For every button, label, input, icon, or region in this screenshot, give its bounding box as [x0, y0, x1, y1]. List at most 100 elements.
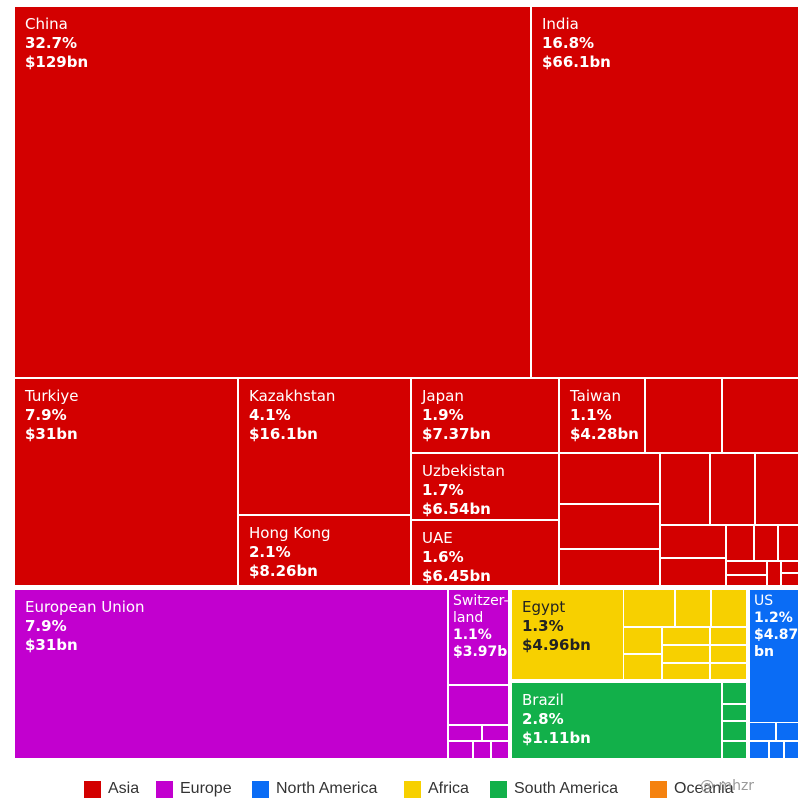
tile-name: Hong Kong — [249, 524, 331, 542]
tile-small-asia-1 — [722, 378, 799, 453]
tile-value: $4.87 bn — [754, 627, 799, 660]
tile-label: Uzbekistan 1.7% $6.54bn — [422, 462, 505, 519]
tile-small-africa-31 — [710, 645, 747, 663]
legend-swatch — [650, 780, 667, 798]
tile-taiwan: Taiwan 1.1% $4.28bn — [559, 378, 645, 453]
tile-small-asia-3 — [660, 453, 710, 525]
tile-small-asia-5 — [755, 453, 799, 525]
tile-small-africa-34 — [710, 663, 747, 680]
tile-small-asia-4 — [710, 453, 755, 525]
tile-small-africa-25 — [675, 589, 711, 627]
legend-label: Asia — [108, 780, 140, 797]
tile-share: 7.9% — [25, 617, 67, 635]
tile-label: US 1.2% $4.87 bn — [754, 593, 798, 661]
tile-name: European Union — [25, 598, 145, 616]
tile-name: Switzer-land — [453, 593, 509, 626]
tile-small-europe-22 — [473, 741, 491, 759]
legend-item-europe: Europe — [156, 779, 232, 799]
legend-item-south-america: South America — [490, 779, 618, 799]
tile-name: Brazil — [522, 691, 564, 709]
tile-name: Uzbekistan — [422, 462, 505, 480]
legend-swatch — [84, 780, 101, 798]
tile-small-south-america-36 — [722, 704, 747, 721]
tile-label: Turkiye 7.9% $31bn — [25, 387, 79, 444]
tile-small-africa-24 — [623, 589, 675, 627]
tile-share: 7.9% — [25, 406, 67, 424]
tile-name: India — [542, 15, 579, 33]
tile-label: Egypt 1.3% $4.96bn — [522, 598, 591, 655]
tile-japan: Japan 1.9% $7.37bn — [411, 378, 559, 453]
tile-small-north-america-39 — [749, 722, 776, 741]
tile-label: Hong Kong 2.1% $8.26bn — [249, 524, 331, 581]
tile-value: $6.45bn — [422, 567, 491, 585]
tile-label: Japan 1.9% $7.37bn — [422, 387, 491, 444]
tile-value: $4.28bn — [570, 425, 639, 443]
tile-name: Turkiye — [25, 387, 79, 405]
tile-small-asia-8 — [660, 525, 726, 558]
tile-small-africa-28 — [662, 627, 710, 645]
tile-share: 1.1% — [453, 627, 492, 643]
legend: Asia Europe North America Africa South Ameri… — [0, 776, 811, 802]
tile-small-asia-11 — [754, 525, 778, 561]
legend-swatch — [490, 780, 507, 798]
tile-small-asia-12 — [778, 525, 799, 561]
tile-value: $31bn — [25, 636, 78, 654]
tile-european-union: European Union 7.9% $31bn — [14, 589, 448, 759]
tile-small-asia-7 — [559, 549, 660, 586]
tile-label: European Union 7.9% $31bn — [25, 598, 145, 655]
tile-value: $7.37bn — [422, 425, 491, 443]
tile-small-europe-18 — [448, 685, 509, 725]
tile-small-north-america-41 — [749, 741, 769, 759]
tile-small-asia-13 — [726, 561, 767, 575]
tile-small-africa-26 — [711, 589, 747, 627]
tile-value: $31bn — [25, 425, 78, 443]
tile-small-asia-2 — [559, 453, 660, 504]
tile-small-asia-17 — [781, 573, 799, 586]
tile-value: $8.26bn — [249, 562, 318, 580]
tile-label: Kazakhstan 4.1% $16.1bn — [249, 387, 335, 444]
tile-value: $3.97bn — [453, 644, 508, 660]
tile-small-north-america-40 — [776, 722, 799, 741]
tile-name: UAE — [422, 529, 453, 547]
tile-brazil: Brazil 2.8% $1.11bn — [511, 682, 722, 759]
legend-label: Africa — [428, 780, 469, 797]
tile-share: 1.9% — [422, 406, 464, 424]
tile-name: US — [754, 593, 774, 609]
tile-small-asia-16 — [781, 561, 799, 573]
tile-small-south-america-35 — [722, 682, 747, 704]
tile-small-africa-33 — [662, 663, 710, 680]
tile-share: 1.1% — [570, 406, 612, 424]
tile-name: Kazakhstan — [249, 387, 336, 405]
legend-item-north-america: North America — [252, 779, 377, 799]
tile-small-asia-9 — [660, 558, 726, 586]
tile-kazakhstan: Kazakhstan 4.1% $16.1bn — [238, 378, 411, 515]
tile-small-north-america-43 — [784, 741, 799, 759]
tile-small-north-america-42 — [769, 741, 784, 759]
tile-uzbekistan: Uzbekistan 1.7% $6.54bn — [411, 453, 559, 520]
tile-share: 1.7% — [422, 481, 464, 499]
legend-label: Europe — [180, 780, 232, 797]
tile-share: 2.1% — [249, 543, 291, 561]
tile-china: China 32.7% $129bn — [14, 6, 531, 378]
tile-small-africa-29 — [710, 627, 747, 645]
legend-label: South America — [514, 780, 619, 797]
tile-value: $1.11bn — [522, 729, 591, 747]
legend-swatch — [252, 780, 269, 798]
tile-share: 32.7% — [25, 34, 78, 52]
tile-share: 1.2% — [754, 610, 793, 626]
tile-name: China — [25, 15, 68, 33]
tile-share: 1.6% — [422, 548, 464, 566]
tile-label: Brazil 2.8% $1.11bn — [522, 691, 591, 748]
tile-label: Taiwan 1.1% $4.28bn — [570, 387, 639, 444]
tile-value: $16.1bn — [249, 425, 318, 443]
tile-india: India 16.8% $66.1bn — [531, 6, 799, 378]
tile-small-asia-10 — [726, 525, 754, 561]
tile-small-asia-6 — [559, 504, 660, 549]
tile-value: $4.96bn — [522, 636, 591, 654]
legend-label: North America — [276, 780, 378, 797]
tile-small-europe-19 — [448, 725, 482, 741]
tile-share: 16.8% — [542, 34, 595, 52]
tile-share: 4.1% — [249, 406, 291, 424]
